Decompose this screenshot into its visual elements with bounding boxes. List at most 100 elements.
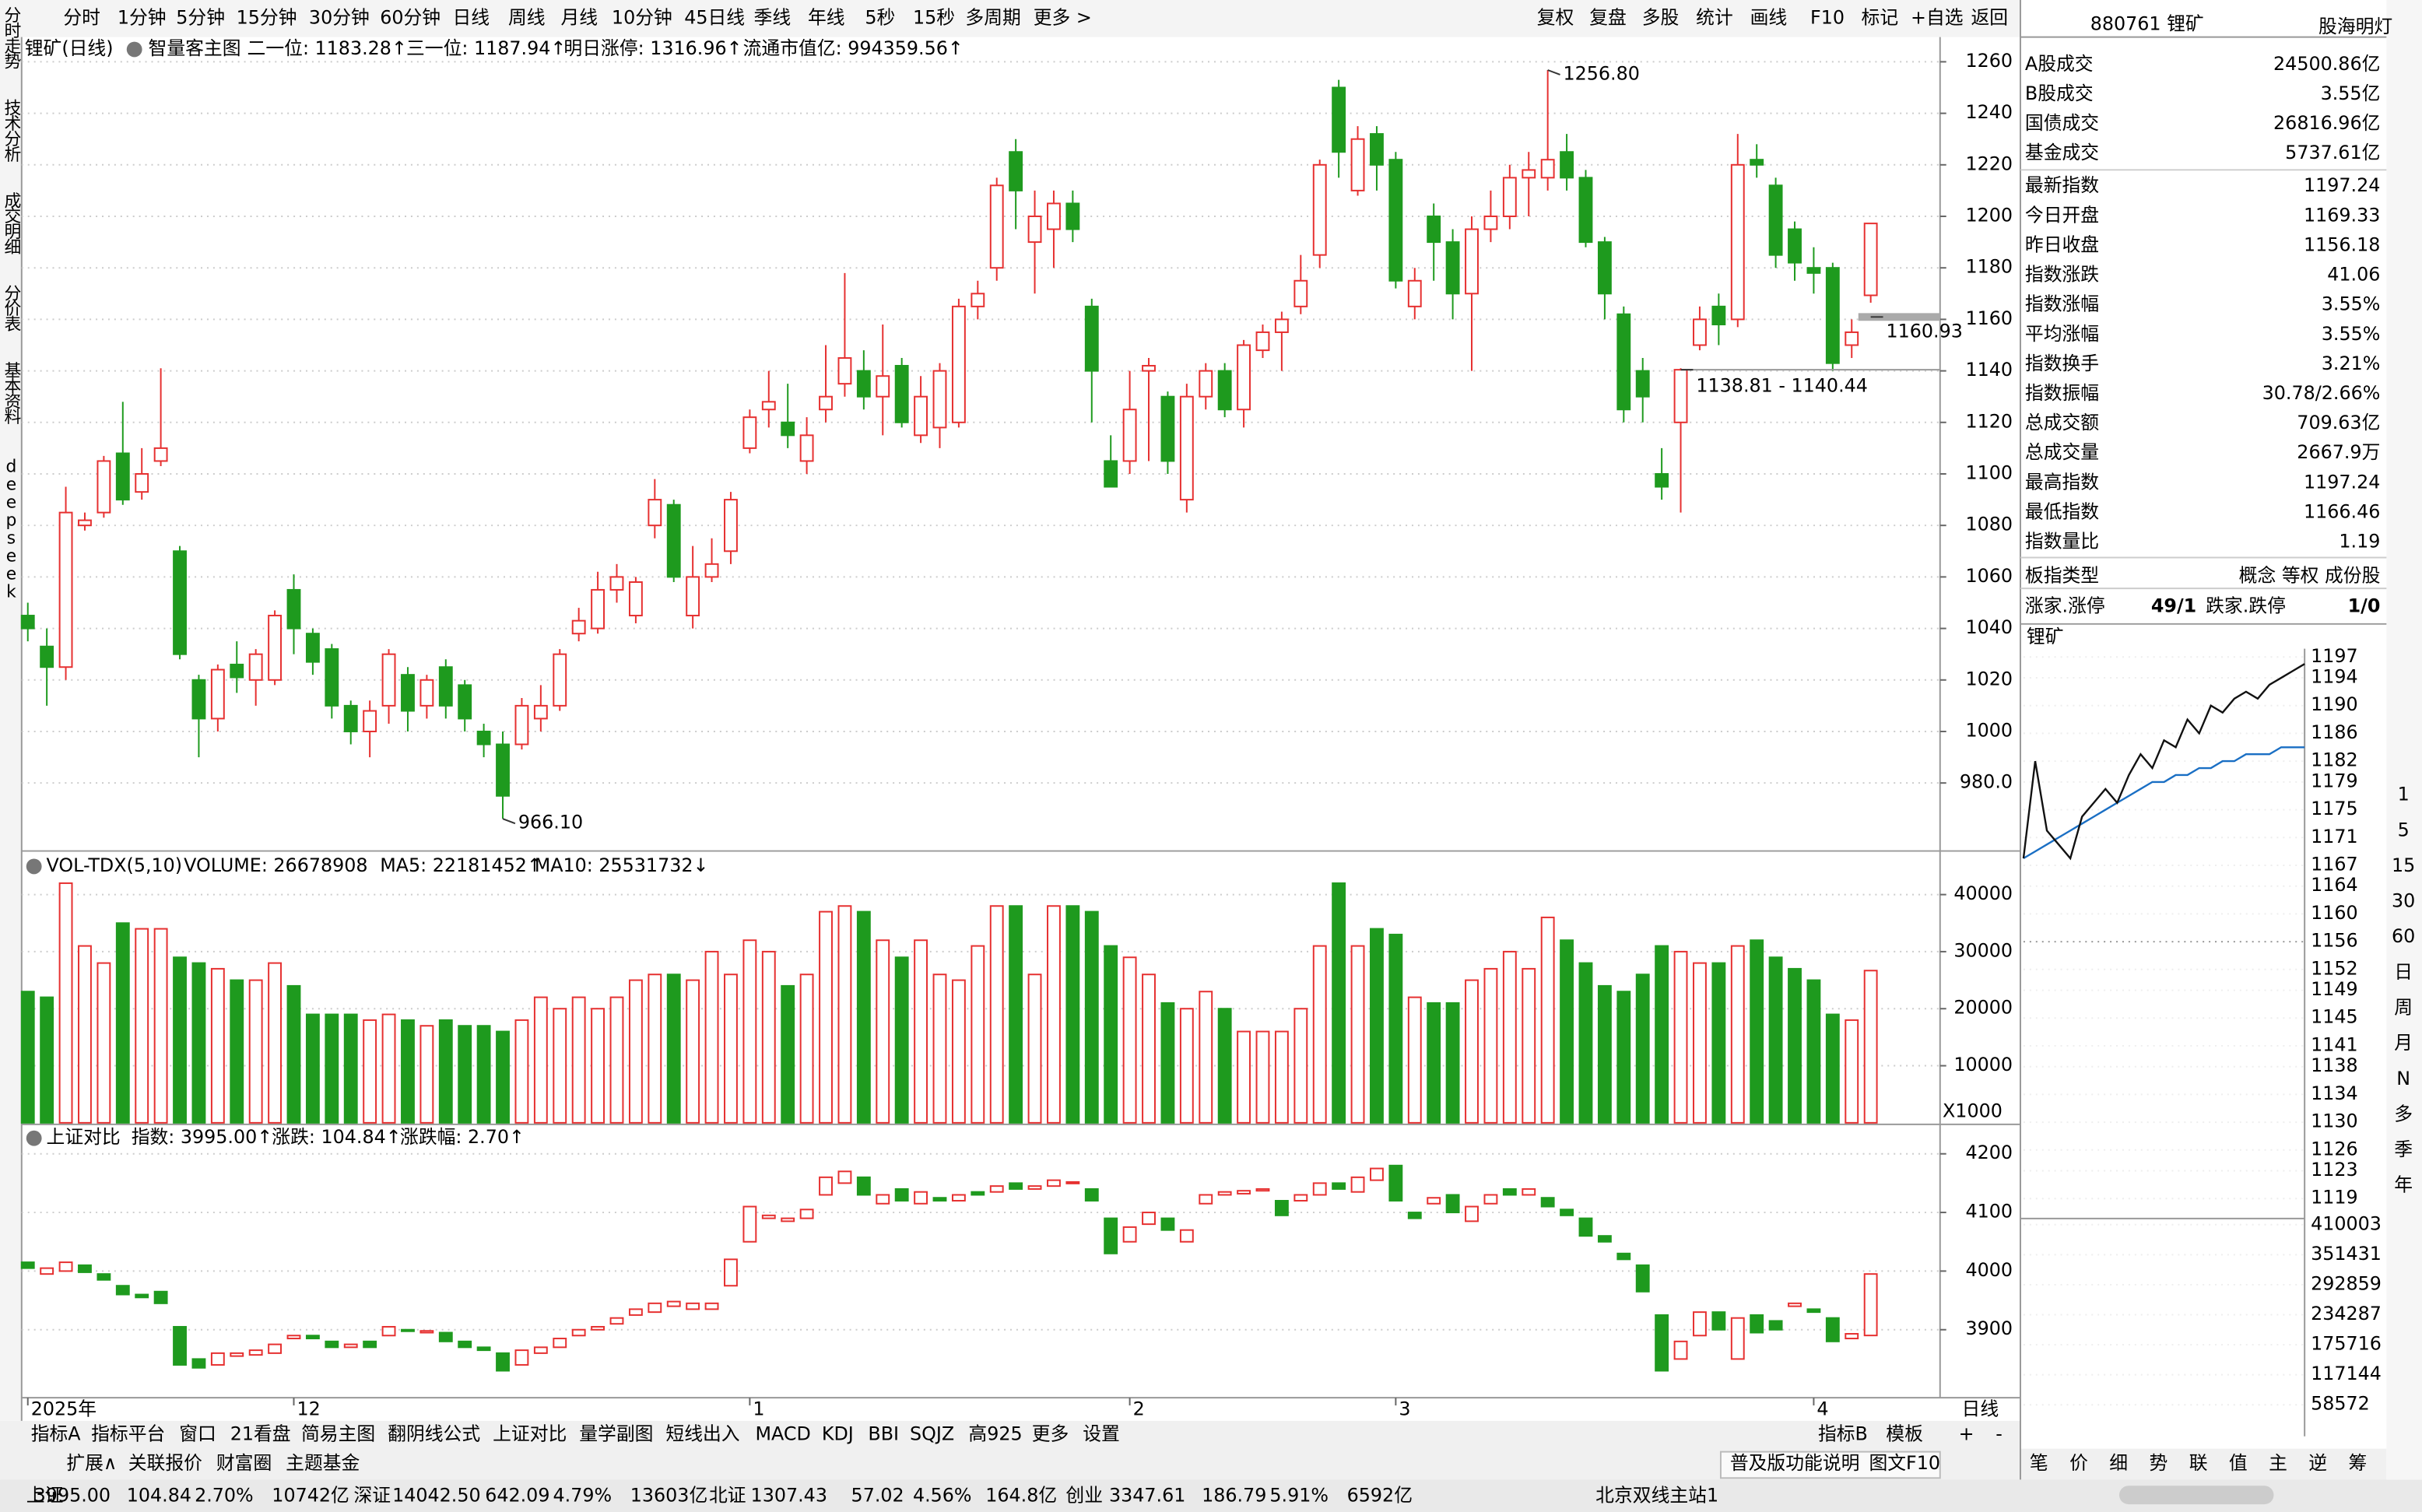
indicator-tab[interactable]: 更多 [1032, 1423, 1069, 1444]
left-tab[interactable]: 技术分析 [2, 99, 21, 163]
indicator-tab[interactable]: 量学副图 [579, 1423, 653, 1444]
left-tab[interactable]: deepseek [2, 457, 21, 600]
indicator-tab[interactable]: 指标A [31, 1423, 82, 1444]
y-tick-label: 292859 [2311, 1272, 2382, 1294]
footer-tab[interactable]: 财富圈 [216, 1452, 272, 1474]
footer-link[interactable]: 普及版功能说明 [1730, 1452, 1860, 1474]
indicator-tab[interactable]: 高925 [968, 1423, 1022, 1444]
indicator-tab[interactable]: 设置 [1083, 1423, 1120, 1444]
status-item: 10742亿 [272, 1485, 349, 1507]
menu-item[interactable]: 1分钟 [118, 6, 167, 28]
right-tab[interactable]: 价 [2069, 1452, 2088, 1474]
right-tab[interactable]: 主 [2269, 1452, 2287, 1474]
period-button[interactable]: 季 [2394, 1138, 2413, 1160]
left-tab[interactable]: 分价表 [2, 284, 21, 332]
period-button[interactable]: 月 [2394, 1032, 2413, 1054]
annotation: 1256.80 [1564, 62, 1640, 84]
status-item: 104.84 [127, 1485, 191, 1507]
toolbar-item[interactable]: 标记 [1862, 6, 1899, 28]
footer-tab[interactable]: 主题基金 [286, 1452, 360, 1474]
toolbar-item[interactable]: 复权 [1537, 6, 1574, 28]
left-tab[interactable]: 分时走势 [2, 6, 21, 70]
info-value: 2667.9万 [2297, 441, 2380, 463]
menu-item[interactable]: 周线 [508, 6, 546, 28]
period-button[interactable]: 5 [2398, 819, 2410, 840]
period-button[interactable]: 30 [2392, 890, 2415, 912]
menu-item[interactable]: 60分钟 [380, 6, 441, 28]
toolbar-item[interactable]: 统计 [1696, 6, 1733, 28]
period-button[interactable]: 年 [2394, 1174, 2413, 1196]
menu-item[interactable]: 5秒 [865, 6, 895, 28]
indicator-tab[interactable]: SQJZ [910, 1423, 954, 1444]
y-tick-label: 1160 [2311, 902, 2358, 924]
tab[interactable]: - [1996, 1423, 2003, 1444]
right-tab[interactable]: 值 [2229, 1452, 2248, 1474]
period-button[interactable]: 60 [2392, 925, 2415, 947]
menu-item[interactable]: 更多 > [1034, 6, 1092, 28]
menu-item[interactable]: 30分钟 [309, 6, 370, 28]
indicator-tab[interactable]: 21看盘 [230, 1423, 291, 1444]
menu-item[interactable]: 45日线 [684, 6, 745, 28]
menu-item[interactable]: 季线 [754, 6, 792, 28]
candle-body [686, 576, 700, 617]
volume-bar [1407, 996, 1422, 1124]
right-tab[interactable]: 逆 [2308, 1452, 2327, 1474]
tab[interactable]: 指标B [1818, 1423, 1868, 1444]
menu-item[interactable]: 10分钟 [612, 6, 672, 28]
footer-tab[interactable]: 关联报价 [128, 1452, 202, 1474]
indicator-tab[interactable]: 上证对比 [493, 1423, 567, 1444]
right-tab[interactable]: 联 [2189, 1452, 2208, 1474]
menu-item[interactable]: 15秒 [913, 6, 955, 28]
menu-item[interactable]: 月线 [560, 6, 598, 28]
y-tick-label: 4100 [1965, 1201, 2013, 1223]
menu-item[interactable]: 5分钟 [176, 6, 225, 28]
info-label: 今日开盘 [2025, 204, 2099, 226]
left-tab[interactable]: 基本资料 [2, 361, 21, 425]
compare-body [1578, 1217, 1593, 1237]
candle-body [1370, 133, 1384, 166]
indicator-tab[interactable]: 翻阴线公式 [388, 1423, 480, 1444]
indicator-tab[interactable]: 短线出入 [665, 1423, 739, 1444]
candle-body [1483, 216, 1498, 230]
right-tab[interactable]: 筹 [2349, 1452, 2368, 1474]
tab[interactable]: + [1959, 1423, 1974, 1444]
indicator-tab[interactable]: KDJ [822, 1423, 854, 1444]
right-tab[interactable]: 势 [2150, 1452, 2168, 1474]
y-tick-label: 1141 [2311, 1033, 2358, 1055]
indicator-tab[interactable]: 窗口 [179, 1423, 216, 1444]
menu-item[interactable]: 分时 [63, 6, 100, 28]
indicator-tab[interactable]: 指标平台 [91, 1423, 165, 1444]
left-tab[interactable]: 成交明细 [2, 191, 21, 255]
toolbar-item[interactable]: 画线 [1750, 6, 1788, 28]
menu-item[interactable]: 15分钟 [237, 6, 297, 28]
period-button[interactable]: 15 [2392, 854, 2415, 876]
period-button[interactable]: 多 [2394, 1103, 2413, 1124]
period-button[interactable]: 1 [2398, 784, 2410, 805]
toolbar-item[interactable]: +自选 [1911, 6, 1964, 28]
menu-item[interactable]: 多周期 [965, 6, 1020, 28]
menu-item[interactable]: 年线 [808, 6, 845, 28]
volume-bar [40, 996, 54, 1124]
button[interactable] [1719, 1451, 1941, 1479]
candle-body [419, 679, 434, 707]
toolbar-item[interactable]: 多股 [1642, 6, 1680, 28]
toolbar-item[interactable]: F10 [1810, 6, 1845, 28]
period-button[interactable]: 周 [2394, 996, 2413, 1018]
period-button[interactable]: N [2396, 1068, 2410, 1089]
candle-body [1693, 318, 1707, 346]
indicator-tab[interactable]: 简易主图 [301, 1423, 375, 1444]
indicator-tab[interactable]: BBI [868, 1423, 899, 1444]
y-tick-label: 1182 [2311, 749, 2358, 771]
candle-body [742, 416, 757, 449]
tab[interactable]: 模板 [1886, 1423, 1923, 1444]
right-tab[interactable]: 笔 [2030, 1452, 2048, 1474]
volume-bar [856, 910, 871, 1124]
menu-item[interactable]: 日线 [453, 6, 490, 28]
period-button[interactable]: 日 [2394, 961, 2413, 983]
footer-tab[interactable]: 扩展∧ [66, 1452, 117, 1474]
toolbar-item[interactable]: 返回 [1971, 6, 2008, 28]
indicator-tab[interactable]: MACD [756, 1423, 811, 1444]
toolbar-item[interactable]: 复盘 [1589, 6, 1627, 28]
footer-link[interactable]: 图文F10 [1869, 1452, 1940, 1474]
right-tab[interactable]: 细 [2109, 1452, 2128, 1474]
